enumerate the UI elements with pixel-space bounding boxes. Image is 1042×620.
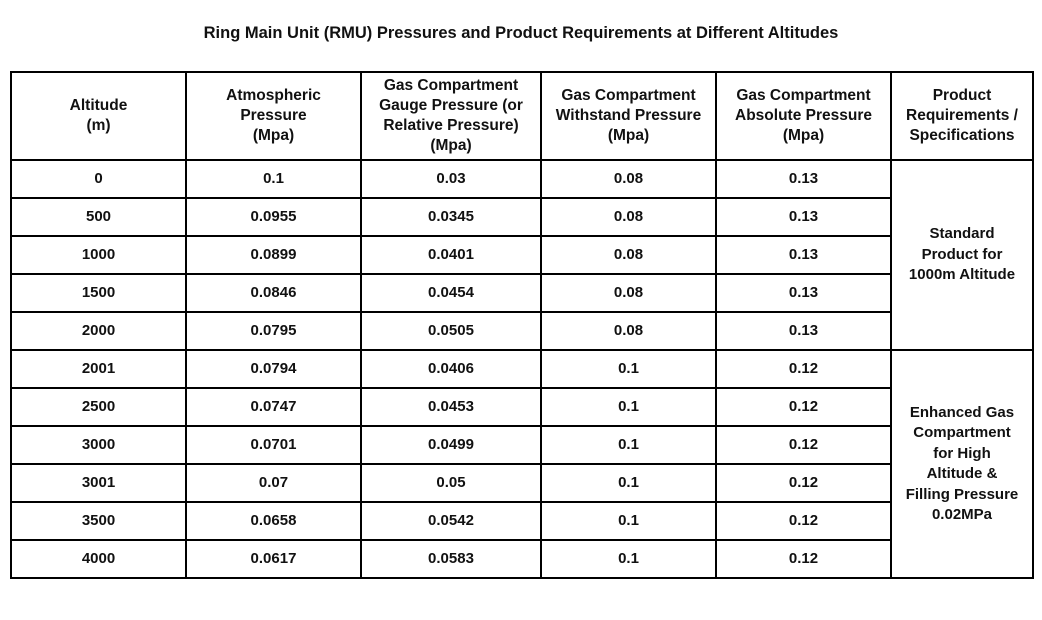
table-row: 3500 0.0658 0.0542 0.1 0.12 bbox=[10, 501, 1033, 541]
cell-absolute-pressure: 0.13 bbox=[715, 159, 892, 199]
cell-gauge-pressure: 0.0401 bbox=[360, 235, 542, 275]
column-header-product-requirements: Product Requirements / Specifications bbox=[890, 71, 1034, 161]
cell-withstand-pressure: 0.08 bbox=[540, 235, 717, 275]
page-title: Ring Main Unit (RMU) Pressures and Produ… bbox=[203, 24, 839, 42]
cell-withstand-pressure: 0.08 bbox=[540, 273, 717, 313]
cell-altitude: 2000 bbox=[10, 311, 187, 351]
rmu-pressure-table: Altitude (m) Atmospheric Pressure (Mpa) … bbox=[10, 71, 1034, 579]
cell-altitude: 0 bbox=[10, 159, 187, 199]
cell-atmospheric-pressure: 0.0701 bbox=[185, 425, 362, 465]
cell-withstand-pressure: 0.1 bbox=[540, 463, 717, 503]
cell-absolute-pressure: 0.13 bbox=[715, 235, 892, 275]
product-note-standard: Standard Product for 1000m Altitude bbox=[890, 159, 1034, 351]
cell-atmospheric-pressure: 0.0617 bbox=[185, 539, 362, 579]
table-row: 0 0.1 0.03 0.08 0.13 Standard Product fo… bbox=[10, 159, 1034, 351]
cell-absolute-pressure: 0.12 bbox=[715, 539, 892, 579]
cell-absolute-pressure: 0.12 bbox=[715, 349, 892, 389]
cell-withstand-pressure: 0.1 bbox=[540, 501, 717, 541]
table-row: 1500 0.0846 0.0454 0.08 0.13 bbox=[10, 273, 1033, 313]
cell-atmospheric-pressure: 0.0846 bbox=[185, 273, 362, 313]
cell-altitude: 1000 bbox=[10, 235, 187, 275]
cell-absolute-pressure: 0.12 bbox=[715, 463, 892, 503]
cell-atmospheric-pressure: 0.0955 bbox=[185, 197, 362, 237]
table-row: 3001 0.07 0.05 0.1 0.12 bbox=[10, 463, 1033, 503]
product-note-enhanced: Enhanced Gas Compartment for High Altitu… bbox=[890, 349, 1034, 579]
cell-altitude: 3000 bbox=[10, 425, 187, 465]
cell-absolute-pressure: 0.13 bbox=[715, 197, 892, 237]
table-row: 2000 0.0795 0.0505 0.08 0.13 bbox=[10, 311, 1033, 351]
column-header-gauge-pressure: Gas Compartment Gauge Pressure (or Relat… bbox=[360, 71, 542, 161]
cell-altitude: 500 bbox=[10, 197, 187, 237]
cell-withstand-pressure: 0.1 bbox=[540, 539, 717, 579]
cell-atmospheric-pressure: 0.0747 bbox=[185, 387, 362, 427]
cell-gauge-pressure: 0.0345 bbox=[360, 197, 542, 237]
cell-withstand-pressure: 0.08 bbox=[540, 197, 717, 237]
cell-absolute-pressure: 0.12 bbox=[715, 425, 892, 465]
cell-withstand-pressure: 0.1 bbox=[540, 425, 717, 465]
cell-withstand-pressure: 0.08 bbox=[540, 159, 717, 199]
cell-gauge-pressure: 0.0453 bbox=[360, 387, 542, 427]
cell-gauge-pressure: 0.0542 bbox=[360, 501, 542, 541]
cell-absolute-pressure: 0.13 bbox=[715, 311, 892, 351]
cell-withstand-pressure: 0.1 bbox=[540, 349, 717, 389]
table-row: 4000 0.0617 0.0583 0.1 0.12 bbox=[10, 539, 1033, 579]
cell-altitude: 4000 bbox=[10, 539, 187, 579]
cell-gauge-pressure: 0.0499 bbox=[360, 425, 542, 465]
table-row: 500 0.0955 0.0345 0.08 0.13 bbox=[10, 197, 1033, 237]
cell-atmospheric-pressure: 0.1 bbox=[185, 159, 362, 199]
cell-altitude: 3001 bbox=[10, 463, 187, 503]
table-row: 2500 0.0747 0.0453 0.1 0.12 bbox=[10, 387, 1033, 427]
cell-altitude: 2001 bbox=[10, 349, 187, 389]
cell-atmospheric-pressure: 0.0795 bbox=[185, 311, 362, 351]
cell-absolute-pressure: 0.13 bbox=[715, 273, 892, 313]
cell-gauge-pressure: 0.03 bbox=[360, 159, 542, 199]
cell-altitude: 1500 bbox=[10, 273, 187, 313]
cell-withstand-pressure: 0.1 bbox=[540, 387, 717, 427]
column-header-atmospheric-pressure: Atmospheric Pressure (Mpa) bbox=[185, 71, 362, 161]
cell-absolute-pressure: 0.12 bbox=[715, 501, 892, 541]
cell-atmospheric-pressure: 0.0899 bbox=[185, 235, 362, 275]
table-row: 1000 0.0899 0.0401 0.08 0.13 bbox=[10, 235, 1033, 275]
table-row: 2001 0.0794 0.0406 0.1 0.12 Enhanced Gas… bbox=[10, 349, 1034, 579]
header-row: Altitude (m) Atmospheric Pressure (Mpa) … bbox=[10, 71, 1034, 161]
column-header-absolute-pressure: Gas Compartment Absolute Pressure (Mpa) bbox=[715, 71, 892, 161]
cell-altitude: 3500 bbox=[10, 501, 187, 541]
cell-atmospheric-pressure: 0.07 bbox=[185, 463, 362, 503]
cell-gauge-pressure: 0.0406 bbox=[360, 349, 542, 389]
cell-gauge-pressure: 0.0454 bbox=[360, 273, 542, 313]
column-header-altitude: Altitude (m) bbox=[10, 71, 187, 161]
cell-atmospheric-pressure: 0.0658 bbox=[185, 501, 362, 541]
cell-atmospheric-pressure: 0.0794 bbox=[185, 349, 362, 389]
column-header-withstand-pressure: Gas Compartment Withstand Pressure (Mpa) bbox=[540, 71, 717, 161]
table-row: 3000 0.0701 0.0499 0.1 0.12 bbox=[10, 425, 1033, 465]
cell-absolute-pressure: 0.12 bbox=[715, 387, 892, 427]
cell-gauge-pressure: 0.0583 bbox=[360, 539, 542, 579]
cell-gauge-pressure: 0.05 bbox=[360, 463, 542, 503]
cell-withstand-pressure: 0.08 bbox=[540, 311, 717, 351]
cell-gauge-pressure: 0.0505 bbox=[360, 311, 542, 351]
cell-altitude: 2500 bbox=[10, 387, 187, 427]
